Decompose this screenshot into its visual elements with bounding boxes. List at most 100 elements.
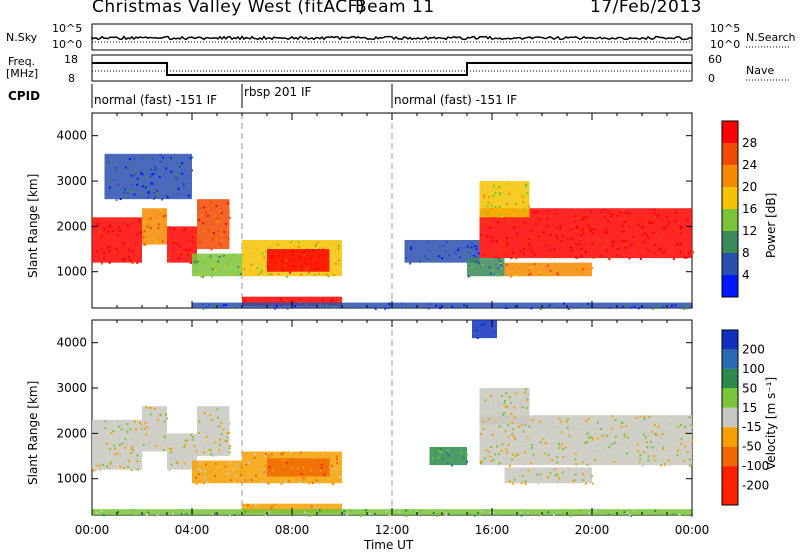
velocity-speckle (485, 441, 488, 444)
power-speckle (442, 244, 445, 247)
velocity-region-fill-12 (472, 320, 497, 339)
velocity-speckle (218, 425, 221, 428)
velocity-speckle (280, 483, 283, 486)
power-speckle (613, 254, 616, 257)
power-speckle (193, 233, 196, 236)
power-speckle (177, 193, 180, 196)
power-speckle (268, 247, 271, 250)
velocity-speckle (170, 451, 173, 454)
velocity-speckle (497, 438, 500, 441)
velocity-speckle (480, 510, 483, 513)
power-speckle (265, 265, 268, 268)
power-speckle (571, 243, 574, 246)
power-speckle (499, 262, 502, 264)
power-speckle (224, 255, 226, 258)
power-speckle (486, 205, 489, 208)
velocity-speckle (272, 469, 275, 472)
power-speckle (529, 264, 531, 266)
velocity-speckle (647, 459, 650, 462)
velocity-speckle (557, 443, 560, 446)
power-speckle (208, 303, 211, 306)
power-speckle (246, 245, 249, 248)
power-speckle (497, 213, 500, 216)
power-speckle (619, 218, 622, 221)
power-speckle (587, 302, 590, 305)
power-speckle (151, 157, 154, 160)
power-speckle (114, 162, 117, 165)
velocity-speckle (588, 436, 591, 439)
power-speckle (161, 198, 164, 201)
velocity-speckle (561, 471, 564, 474)
velocity-speckle (439, 448, 442, 450)
power-speckle (689, 250, 692, 253)
velocity-speckle (268, 510, 271, 513)
velocity-speckle (594, 509, 597, 512)
velocity-speckle (664, 463, 666, 465)
power-speckle (508, 211, 510, 214)
velocity-speckle (654, 459, 657, 462)
power-speckle (610, 215, 612, 218)
velocity-speckle (123, 463, 126, 466)
power-speckle (477, 240, 480, 243)
velocity-speckle (685, 455, 688, 458)
velocity-speckle (562, 456, 565, 459)
velocity-speckle (656, 431, 659, 434)
power-speckle (526, 192, 529, 195)
power-speckle (212, 237, 215, 240)
power-speckle (133, 260, 136, 263)
power-speckle (107, 161, 110, 164)
velocity-speckle (574, 439, 577, 442)
power-speckle (239, 272, 242, 275)
velocity-speckle (116, 420, 119, 423)
power-speckle (278, 253, 280, 256)
power-speckle (308, 271, 310, 274)
power-speckle (491, 240, 494, 243)
velocity-speckle (511, 482, 514, 485)
power-speckle (493, 184, 495, 187)
velocity-speckle (480, 462, 482, 465)
power-speckle (173, 242, 176, 245)
velocity-speckle (480, 324, 483, 326)
power-speckle (475, 256, 478, 259)
velocity-speckle (548, 420, 551, 423)
power-speckle (522, 201, 525, 203)
velocity-speckle (113, 444, 116, 447)
power-speckle (491, 269, 494, 272)
velocity-speckle (307, 482, 310, 485)
power-speckle (96, 224, 99, 227)
power-speckle (205, 305, 208, 308)
time-xtick-label-4: 16:00 (475, 523, 510, 537)
power-speckle (143, 221, 145, 224)
velocity-speckle (638, 461, 641, 464)
power-speckle (327, 275, 330, 278)
power-speckle (481, 264, 484, 267)
velocity-speckle (197, 468, 200, 470)
velocity-speckle (497, 453, 500, 456)
velocity-speckle (486, 445, 489, 448)
velocity-speckle (684, 432, 687, 435)
velocity-speckle (245, 463, 248, 466)
velocity-speckle (487, 419, 490, 422)
power-speckle (183, 185, 185, 188)
velocity-speckle (343, 510, 346, 513)
velocity-region-13 (429, 446, 469, 467)
power-speckle (658, 248, 661, 251)
power-speckle (161, 156, 164, 159)
velocity-speckle (330, 480, 333, 483)
power-speckle (662, 228, 665, 231)
power-speckle (464, 253, 467, 256)
power-speckle (300, 299, 303, 302)
power-speckle (605, 231, 608, 234)
power-speckle (546, 225, 549, 228)
power-region-fill-3 (197, 199, 230, 250)
power-speckle (98, 230, 101, 233)
velocity-speckle (262, 469, 265, 472)
power-speckle (521, 238, 524, 241)
power-speckle (143, 243, 146, 246)
velocity-speckle (509, 402, 512, 404)
velocity-speckle (608, 446, 611, 449)
power-speckle (128, 259, 131, 262)
power-speckle (512, 214, 515, 217)
power-speckle (181, 172, 184, 175)
power-speckle (685, 247, 688, 250)
